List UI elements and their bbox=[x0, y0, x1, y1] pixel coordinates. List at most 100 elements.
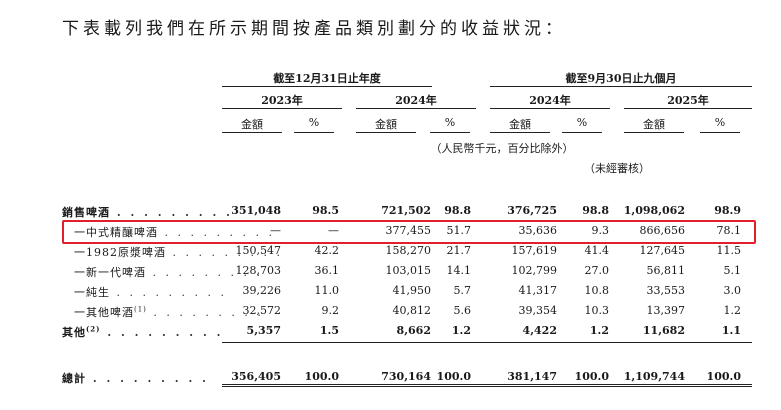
year-header: 2024年 bbox=[395, 94, 437, 107]
percent-header: % bbox=[308, 116, 320, 129]
year-rule bbox=[222, 108, 342, 109]
percent-cell: 98.9 bbox=[714, 204, 741, 217]
amount-cell: 127,645 bbox=[639, 244, 686, 257]
units-note: （人民幣千元，百分比除外） bbox=[430, 142, 574, 155]
percent-cell: 1.1 bbox=[721, 324, 741, 337]
row-label: 總計 . . . . . . . . . bbox=[62, 370, 209, 386]
percent-cell: 1.2 bbox=[451, 324, 471, 337]
amount-cell: 35,636 bbox=[518, 224, 558, 237]
percent-cell: 11.0 bbox=[314, 284, 340, 297]
percent-cell: 5.6 bbox=[453, 304, 472, 317]
row-label-text: 一新一代啤酒 bbox=[74, 266, 146, 279]
amount-cell: 128,703 bbox=[235, 264, 282, 277]
percent-header: % bbox=[444, 116, 456, 129]
total-rule bbox=[222, 384, 752, 387]
year-header: 2024年 bbox=[529, 94, 571, 107]
amount-cell: 4,422 bbox=[522, 324, 557, 337]
row-label: 銷售啤酒 . . . . . . . . . bbox=[62, 204, 233, 220]
percent-header: % bbox=[576, 116, 588, 129]
amount-cell: 33,553 bbox=[646, 284, 686, 297]
amount-cell: 5,357 bbox=[246, 324, 281, 337]
row-label: 一其他啤酒(1) . . . . . . . . . bbox=[74, 304, 264, 320]
amount-header: 金額 bbox=[643, 118, 665, 131]
amount-cell: 730,164 bbox=[381, 370, 431, 383]
subheader-rule bbox=[700, 132, 740, 133]
subheader-rule bbox=[562, 132, 602, 133]
amount-cell: 721,502 bbox=[381, 204, 431, 217]
dot-leader: . . . . . . . . . bbox=[146, 266, 263, 279]
subheader-rule bbox=[356, 132, 416, 133]
percent-cell: 100.0 bbox=[436, 370, 471, 383]
amount-cell: 39,226 bbox=[242, 284, 282, 297]
percent-cell: 11.5 bbox=[716, 244, 742, 257]
percent-cell: 21.7 bbox=[446, 244, 472, 257]
row-label-text: 總計 bbox=[62, 372, 86, 385]
dot-leader: . . . . . . . . . bbox=[158, 226, 275, 239]
percent-cell: 1.2 bbox=[723, 304, 742, 317]
nine-month-rule bbox=[490, 86, 752, 87]
percent-cell: 100.0 bbox=[574, 370, 609, 383]
table-row: 其他(2) . . . . . . . . . 5,357 1.5 8,662 1.2 4… bbox=[0, 324, 781, 340]
amount-header: 金額 bbox=[509, 118, 531, 131]
row-label: 其他(2) . . . . . . . . . bbox=[62, 324, 223, 340]
amount-cell: 157,619 bbox=[511, 244, 558, 257]
amount-cell: 376,725 bbox=[507, 204, 557, 217]
amount-cell: 56,811 bbox=[646, 264, 686, 277]
percent-header: % bbox=[714, 116, 726, 129]
subheader-rule bbox=[430, 132, 470, 133]
amount-cell: 8,662 bbox=[396, 324, 431, 337]
year-header: 2025年 bbox=[667, 94, 709, 107]
amount-cell: 41,950 bbox=[392, 284, 432, 297]
amount-cell: 32,572 bbox=[242, 304, 282, 317]
subheader-rule bbox=[624, 132, 684, 133]
amount-cell: 158,270 bbox=[385, 244, 432, 257]
dot-leader: . . . . . . . . . bbox=[166, 246, 283, 259]
table-row: 一新一代啤酒 . . . . . . . . . 128,703 36.1 103,0… bbox=[0, 264, 781, 280]
subheader-rule bbox=[490, 132, 550, 133]
amount-cell: 381,147 bbox=[507, 370, 557, 383]
row-label: 一中式精釀啤酒 . . . . . . . . . bbox=[74, 224, 275, 240]
percent-cell: 5.1 bbox=[723, 264, 742, 277]
percent-cell: 78.1 bbox=[716, 224, 742, 237]
percent-cell: — bbox=[328, 224, 339, 237]
amount-cell: 13,397 bbox=[646, 304, 686, 317]
row-label: 一新一代啤酒 . . . . . . . . . bbox=[74, 264, 263, 280]
dot-leader: . . . . . . . . . bbox=[86, 372, 209, 385]
intro-text: 下表載列我們在所示期間按產品類別劃分的收益狀況： bbox=[62, 19, 566, 39]
amount-cell: 40,812 bbox=[392, 304, 432, 317]
year-rule bbox=[356, 108, 476, 109]
amount-cell: 866,656 bbox=[639, 224, 686, 237]
year-end-header: 截至12月31日止年度 bbox=[273, 72, 381, 85]
percent-cell: 10.8 bbox=[584, 284, 610, 297]
highlight-box bbox=[62, 220, 756, 244]
table-row: 一1982原漿啤酒 . . . . . . . . . 150,547 42.2 15… bbox=[0, 244, 781, 260]
unaudited-note: （未經審核） bbox=[584, 162, 650, 175]
table-row: 銷售啤酒 . . . . . . . . . 351,048 98.5 721,502… bbox=[0, 204, 781, 220]
footnote-marker: (2) bbox=[86, 324, 101, 334]
row-label: 一純生 . . . . . . . . . bbox=[74, 284, 227, 300]
percent-cell: 9.2 bbox=[321, 304, 340, 317]
dot-leader: . . . . . . . . . bbox=[110, 206, 233, 219]
subheader-rule bbox=[294, 132, 334, 133]
nine-month-header: 截至9月30日止九個月 bbox=[565, 72, 677, 85]
amount-cell: 11,682 bbox=[642, 324, 685, 337]
percent-cell: 41.4 bbox=[584, 244, 610, 257]
amount-cell: 1,098,062 bbox=[623, 204, 685, 217]
footnote-marker: (1) bbox=[134, 305, 147, 314]
row-label-text: 銷售啤酒 bbox=[62, 206, 110, 219]
year-header: 2023年 bbox=[261, 94, 303, 107]
amount-cell: 103,015 bbox=[385, 264, 432, 277]
amount-cell: 351,048 bbox=[231, 204, 281, 217]
subtotal-rule bbox=[222, 342, 752, 343]
dot-leader: . . . . . . . . . bbox=[110, 286, 227, 299]
table-row: 一中式精釀啤酒 . . . . . . . . . — —377,455 51.7 35… bbox=[0, 224, 781, 240]
percent-cell: 5.7 bbox=[453, 284, 472, 297]
row-label: 一1982原漿啤酒 . . . . . . . . . bbox=[74, 244, 283, 260]
percent-cell: 1.2 bbox=[589, 324, 609, 337]
percent-cell: 100.0 bbox=[304, 370, 339, 383]
percent-cell: 10.3 bbox=[584, 304, 610, 317]
year-rule bbox=[624, 108, 752, 109]
amount-cell: 39,354 bbox=[518, 304, 558, 317]
percent-cell: 42.2 bbox=[314, 244, 340, 257]
table-row: 總計 . . . . . . . . . 356,405 100.0 730,164 1… bbox=[0, 370, 781, 386]
